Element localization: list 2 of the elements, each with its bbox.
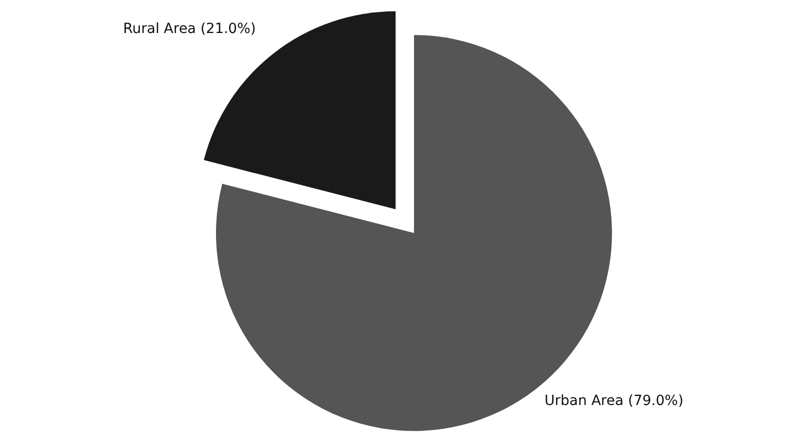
- slice-label: Urban Area (79.0%): [544, 393, 684, 410]
- slice-label: Rural Area (21.0%): [123, 20, 256, 37]
